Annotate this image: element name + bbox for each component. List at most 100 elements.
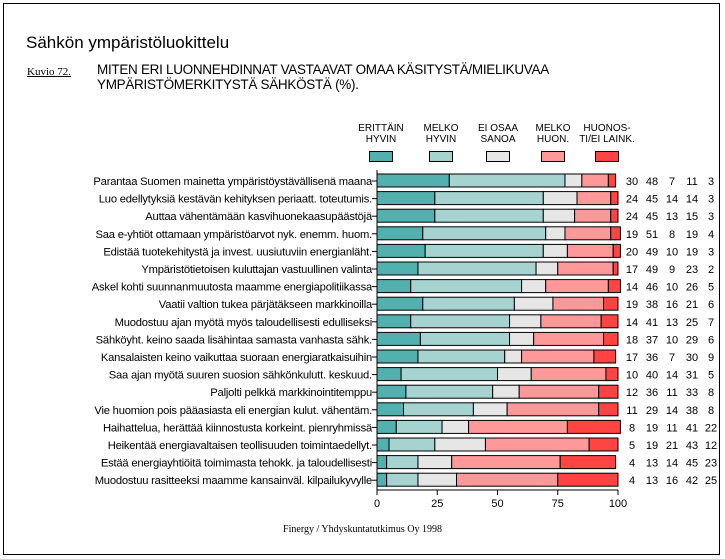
data-label: 10	[666, 282, 678, 294]
data-label: 29	[646, 405, 658, 417]
bar-segment	[545, 279, 609, 294]
data-label: 14	[626, 317, 638, 329]
bar-segment	[424, 243, 544, 258]
category-label: Vie huomion pois pääasiasta eli energian…	[94, 405, 372, 417]
data-label: 42	[686, 475, 698, 487]
bar-segment	[540, 314, 602, 329]
bar-segment	[542, 191, 578, 206]
bar-segment	[605, 367, 619, 382]
bar-segment	[581, 173, 609, 188]
bar-segment	[376, 173, 450, 188]
bar-segment	[400, 367, 499, 382]
data-label: 19	[626, 229, 638, 241]
bar-segment	[376, 208, 436, 223]
bar-segment	[521, 279, 547, 294]
bar-segment	[497, 367, 532, 382]
data-label: 12	[705, 440, 717, 452]
legend-label: HUON.	[536, 134, 570, 145]
category-label: Auttaa vähentämään kasvihuonekaasupäästö…	[145, 211, 373, 223]
x-tick-label: 75	[552, 498, 564, 510]
bar-segment	[376, 296, 424, 311]
legend-item: MELKO HYVIN	[411, 123, 471, 162]
category-label: Ympäristötietoisen kuluttajan vastuullin…	[141, 264, 373, 276]
bar-segment	[603, 296, 619, 311]
data-label: 6	[708, 334, 714, 346]
data-label: 31	[686, 370, 698, 382]
data-label: 4	[629, 475, 635, 487]
data-label: 3	[708, 194, 714, 206]
data-label: 33	[686, 387, 698, 399]
bar-segment	[545, 226, 566, 241]
category-label: Luo edellytyksiä kestävän kehityksen per…	[99, 194, 372, 206]
data-label: 13	[646, 475, 658, 487]
bar-segment	[434, 437, 486, 452]
bar-segment	[600, 314, 619, 329]
bar-segment	[376, 191, 436, 206]
bar-segment	[410, 279, 523, 294]
data-label: 19	[646, 422, 658, 434]
data-label: 5	[629, 440, 635, 452]
x-tick-label: 50	[491, 498, 503, 510]
bar-segment	[492, 384, 520, 399]
data-label: 30	[626, 176, 638, 188]
category-label: Vaatii valtion tukea pärjätäkseen markki…	[159, 299, 373, 311]
bar-segment	[598, 402, 619, 417]
data-label: 9	[708, 352, 714, 364]
data-label: 21	[666, 440, 678, 452]
data-label: 17	[626, 264, 638, 276]
legend-swatch	[486, 151, 510, 162]
data-label: 6	[708, 299, 714, 311]
bar-segment	[504, 349, 523, 364]
data-label: 40	[646, 370, 658, 382]
bar-segment	[610, 226, 621, 241]
bar-segment	[603, 331, 619, 346]
data-label: 45	[686, 458, 698, 470]
data-label: 18	[626, 334, 638, 346]
bar-segment	[376, 384, 407, 399]
data-label: 8	[629, 422, 635, 434]
bar-segment	[417, 261, 537, 276]
data-label: 19	[686, 246, 698, 258]
bar-segment	[376, 402, 405, 417]
data-label: 37	[646, 334, 658, 346]
data-label: 25	[686, 317, 698, 329]
legend-label: ERITTÄIN	[358, 123, 404, 134]
bar-segment	[513, 296, 554, 311]
bar-segment	[542, 208, 576, 223]
legend-swatch	[595, 151, 619, 162]
bar-segment	[574, 208, 612, 223]
bar-segment	[422, 226, 547, 241]
bar-segment	[403, 402, 474, 417]
data-label: 17	[626, 352, 638, 364]
category-label: Muodostuu rasitteeksi maamme kansainväl.…	[95, 475, 372, 487]
legend-item: MELKO HUON.	[523, 123, 583, 162]
data-label: 3	[708, 176, 714, 188]
bar-segment	[405, 384, 494, 399]
bar-segment	[410, 314, 511, 329]
data-label: 4	[629, 458, 635, 470]
category-label: Heikentää energiavaltaisen teollisuuden …	[108, 440, 372, 452]
category-label: Saa e-yhtiöt ottamaan ympäristöarvot nyk…	[96, 229, 373, 241]
data-label: 25	[705, 475, 717, 487]
legend-item: EI OSAA SANOA	[468, 123, 528, 162]
data-label: 11	[626, 405, 637, 417]
figure-frame	[3, 3, 720, 555]
bar-segment	[610, 191, 619, 206]
bar-segment	[376, 419, 397, 434]
data-label: 30	[686, 352, 698, 364]
category-label: Muodostuu ajan myötä myös taloudellisest…	[115, 317, 372, 329]
bar-segment	[422, 296, 515, 311]
bar-segment	[521, 349, 595, 364]
data-label: 19	[646, 440, 658, 452]
bar-segment	[593, 349, 617, 364]
bar-segment	[376, 243, 426, 258]
footer-source: Finergy / Yhdyskuntatutkimus Oy 1998	[283, 524, 442, 535]
data-label: 11	[666, 422, 677, 434]
data-label: 45	[646, 194, 658, 206]
data-label: 4	[708, 229, 714, 241]
data-label: 21	[686, 299, 698, 311]
bar-segment	[588, 437, 619, 452]
data-label: 26	[686, 282, 698, 294]
bar-segment	[552, 296, 605, 311]
